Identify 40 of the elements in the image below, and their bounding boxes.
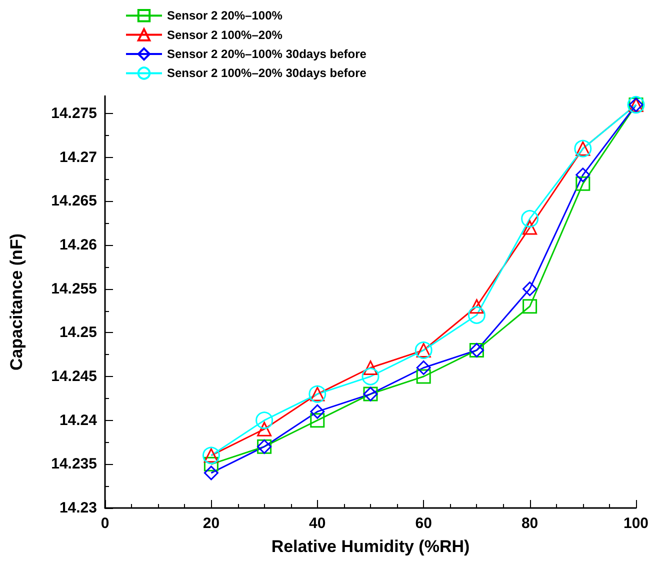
legend-label: Sensor 2 100%–20% 30days before <box>167 66 367 80</box>
y-tick-label: 14.255 <box>51 280 97 298</box>
y-tick-label: 14.27 <box>59 148 97 166</box>
point <box>522 282 538 296</box>
point <box>522 220 538 235</box>
point <box>576 168 590 182</box>
point <box>576 176 590 191</box>
y-tick-label: 14.26 <box>59 236 97 254</box>
point <box>363 360 378 375</box>
point <box>468 306 486 324</box>
x-tick-label: 20 <box>202 515 220 532</box>
y-tick-label: 14.235 <box>51 456 97 473</box>
y-tick-label: 14.245 <box>51 368 97 386</box>
legend-label: Sensor 2 20%–100% 30days before <box>167 47 367 61</box>
point <box>521 210 539 228</box>
y-tick-label: 14.265 <box>51 192 97 210</box>
point <box>204 456 218 472</box>
point <box>469 299 484 314</box>
point <box>204 466 218 480</box>
point <box>257 422 272 436</box>
y-tick-label: 14.23 <box>59 500 97 516</box>
x-tick-label: 60 <box>415 515 432 532</box>
y-tick-label: 14.275 <box>51 105 97 122</box>
y-tick-label: 14.24 <box>59 412 98 429</box>
y-tick-label: 14.25 <box>59 324 97 342</box>
point <box>416 360 431 375</box>
x-tick-label: 0 <box>100 515 110 532</box>
point <box>522 299 538 314</box>
y-axis-title: Capacitance (nF) <box>7 234 26 370</box>
point <box>310 404 325 419</box>
point <box>362 368 380 386</box>
legend-label: Sensor 2 20%–100% <box>167 8 283 23</box>
point <box>310 413 325 428</box>
x-tick-label: 40 <box>309 515 326 532</box>
point <box>416 369 431 384</box>
x-tick-label: 100 <box>623 515 649 532</box>
x-axis-title: Relative Humidity (%RH) <box>271 537 470 556</box>
x-tick-label: 80 <box>521 515 538 532</box>
legend-label: Sensor 2 100%–20% <box>167 28 283 42</box>
point <box>256 412 274 430</box>
